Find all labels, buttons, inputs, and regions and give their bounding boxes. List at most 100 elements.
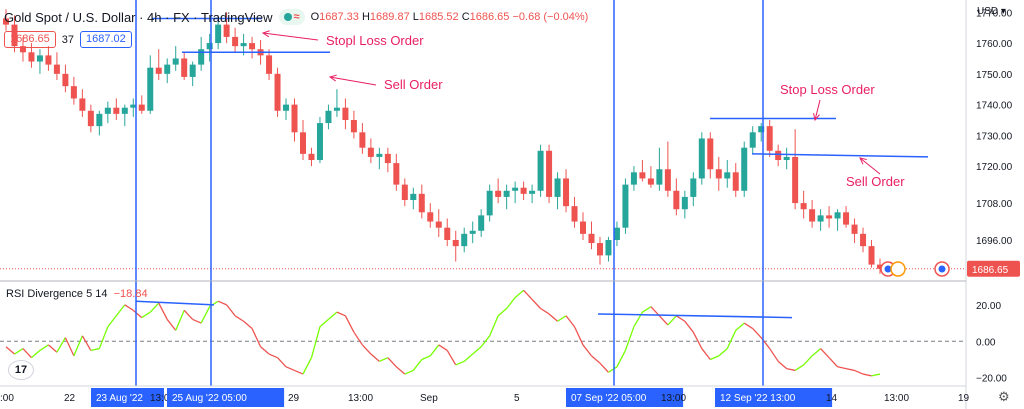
wave-icon: ≈ [293, 11, 300, 23]
rsi-segment [310, 326, 321, 358]
rsi-segment [260, 346, 270, 355]
rsi-segment [735, 322, 745, 331]
rsi-segment [557, 315, 567, 322]
chart-legend: Gold Spot / U.S. Dollar · 4h · FX · Trad… [4, 8, 588, 26]
rsi-segment [5, 346, 15, 355]
rsi-segment [845, 367, 855, 372]
candles [3, 9, 883, 274]
last-price-badge [967, 260, 1020, 277]
time-tick-label: 14 [826, 393, 838, 404]
rsi-segment [166, 319, 177, 331]
time-tick-label: 13:00 [661, 393, 686, 404]
candle-body [639, 172, 646, 179]
candle-body [53, 64, 60, 74]
rsi-segment [141, 311, 151, 319]
candle-body [834, 212, 841, 219]
rsi-segment [828, 357, 839, 368]
rsi-segment [294, 369, 304, 375]
rsi-segment [837, 366, 847, 370]
candle-body [877, 264, 883, 269]
rsi-segment [616, 350, 627, 368]
candle-body [537, 150, 544, 191]
candle-body [87, 110, 94, 127]
rsi-segment [344, 315, 355, 333]
candle-body [232, 36, 239, 47]
rsi-segment [446, 350, 457, 366]
candle-body [775, 150, 782, 160]
rsi-segment [395, 366, 406, 375]
price-axis-bg [966, 0, 1024, 409]
sell-line-2 [751, 153, 929, 158]
rsi-segment [124, 304, 134, 311]
buy-button[interactable]: 1687.02 [80, 31, 132, 48]
symbol-title[interactable]: Gold Spot / U.S. Dollar · 4h · FX · Trad… [4, 9, 273, 25]
tradingview-logo-icon[interactable]: 17 [8, 360, 34, 380]
rsi-segment [591, 355, 601, 364]
gear-icon[interactable]: ⚙ [998, 389, 1010, 404]
candle-body [673, 190, 680, 210]
rsi-segment [794, 364, 804, 371]
time-highlight-badge [167, 388, 285, 407]
rsi-segment [158, 302, 168, 320]
candle-body [783, 156, 790, 160]
spread-value: 37 [61, 33, 75, 46]
rsi-segment [48, 344, 58, 353]
price-tick-label: 1720.00 [976, 162, 1013, 173]
candle-body [690, 178, 697, 197]
rsi-legend[interactable]: RSI Divergence 5 14 −18.84 [6, 288, 148, 300]
candle-body [96, 113, 103, 127]
rsi-segment [854, 369, 864, 375]
rsi-segment [14, 348, 24, 355]
candle-body [809, 209, 816, 222]
candle-body [758, 126, 765, 133]
buy-sell-panel: 1686.65 37 1687.02 [4, 31, 132, 48]
time-tick-label: 13:00 [884, 393, 909, 404]
rsi-segment [107, 315, 117, 328]
rsi-segment [226, 304, 236, 317]
rsi-tick-label: 20.00 [976, 301, 1001, 312]
rsi-line [5, 289, 881, 377]
annotation-label: Stop Loss Order [780, 82, 875, 97]
rsi-segment [361, 344, 372, 355]
candle-body [138, 104, 145, 111]
rsi-segment [353, 331, 363, 346]
candle-body [113, 107, 120, 114]
candle-body [283, 104, 290, 111]
candle-body [749, 132, 756, 148]
price-tick-label: 1696.00 [976, 236, 1013, 247]
candle-body [325, 110, 332, 124]
candle-body [393, 163, 400, 185]
candle-body [800, 203, 807, 210]
rsi-segment [387, 357, 397, 368]
candle-body [359, 132, 366, 148]
candle-body [333, 107, 340, 111]
rsi-segment [370, 353, 380, 362]
candle-body [291, 104, 298, 133]
rsi-segment [472, 346, 482, 355]
rsi-segment [743, 322, 754, 330]
grid [0, 268, 966, 342]
candle-body [316, 123, 323, 160]
candle-body [512, 187, 519, 191]
candle-body [826, 215, 833, 219]
rsi-segment [73, 335, 83, 357]
rsi-tick-label: 0.00 [976, 337, 996, 348]
market-status-badge[interactable]: ≈ [278, 9, 305, 25]
rsi-segment [243, 320, 253, 330]
candle-body [707, 138, 714, 170]
candle-body [495, 190, 502, 197]
candle-body [240, 43, 247, 47]
rsi-segment [480, 335, 491, 348]
annotation-label: Sell Order [846, 174, 905, 189]
rsi-segment [777, 360, 788, 370]
candle-body [529, 190, 536, 194]
candle-body [121, 107, 128, 114]
candle-body [664, 169, 671, 191]
rsi-segment [523, 289, 533, 300]
sell-button[interactable]: 1686.65 [4, 31, 56, 48]
time-tick-label: :00 [0, 393, 14, 404]
rsi-segment [565, 315, 576, 328]
currency-selector[interactable]: USD ▾ [977, 6, 1006, 17]
rsi-segment [183, 309, 194, 320]
